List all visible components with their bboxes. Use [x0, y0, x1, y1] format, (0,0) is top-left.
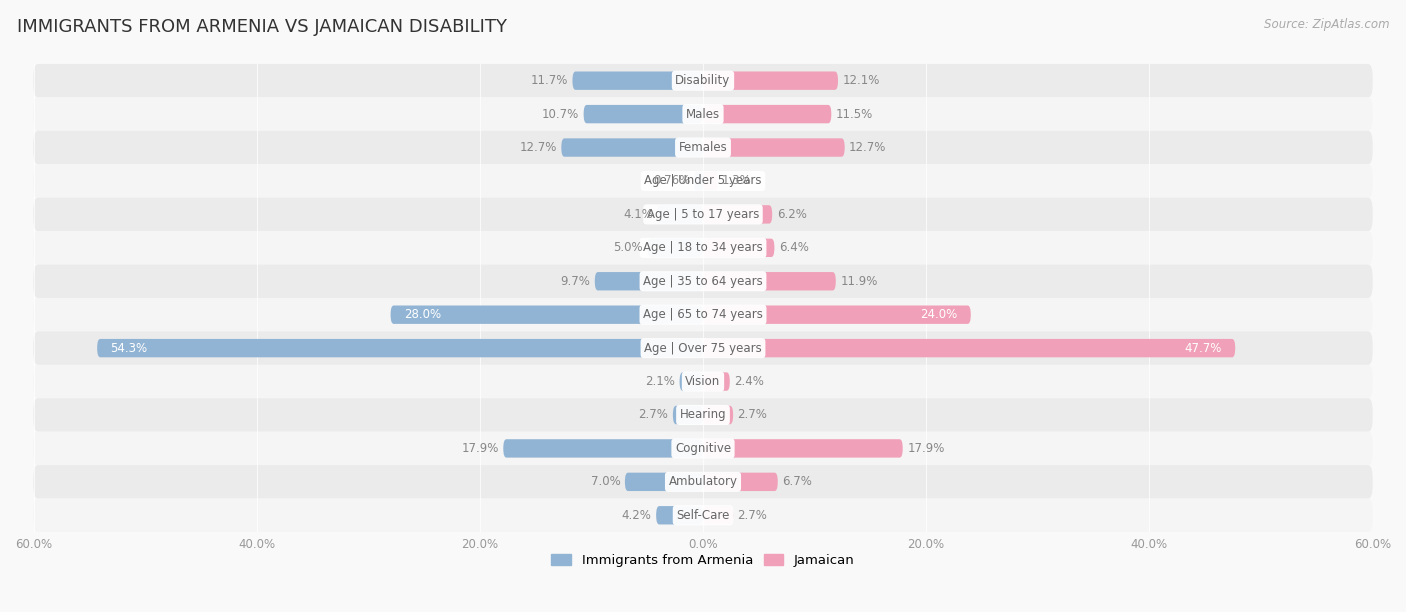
- FancyBboxPatch shape: [34, 64, 1372, 97]
- Text: Vision: Vision: [685, 375, 721, 388]
- FancyBboxPatch shape: [34, 264, 1372, 298]
- FancyBboxPatch shape: [679, 372, 703, 390]
- FancyBboxPatch shape: [703, 305, 970, 324]
- FancyBboxPatch shape: [703, 439, 903, 458]
- Text: 6.2%: 6.2%: [776, 208, 807, 221]
- Text: 2.1%: 2.1%: [645, 375, 675, 388]
- FancyBboxPatch shape: [703, 372, 730, 390]
- Text: Age | 65 to 74 years: Age | 65 to 74 years: [643, 308, 763, 321]
- Text: 4.1%: 4.1%: [623, 208, 652, 221]
- Legend: Immigrants from Armenia, Jamaican: Immigrants from Armenia, Jamaican: [546, 548, 860, 572]
- FancyBboxPatch shape: [34, 198, 1372, 231]
- FancyBboxPatch shape: [572, 72, 703, 90]
- FancyBboxPatch shape: [34, 231, 1372, 264]
- FancyBboxPatch shape: [673, 406, 703, 424]
- FancyBboxPatch shape: [503, 439, 703, 458]
- FancyBboxPatch shape: [97, 339, 703, 357]
- FancyBboxPatch shape: [34, 164, 1372, 198]
- FancyBboxPatch shape: [703, 172, 717, 190]
- Text: 12.7%: 12.7%: [849, 141, 887, 154]
- FancyBboxPatch shape: [34, 97, 1372, 131]
- FancyBboxPatch shape: [703, 506, 733, 524]
- Text: 24.0%: 24.0%: [920, 308, 957, 321]
- FancyBboxPatch shape: [595, 272, 703, 291]
- Text: Age | 5 to 17 years: Age | 5 to 17 years: [647, 208, 759, 221]
- Text: 2.7%: 2.7%: [638, 408, 668, 422]
- FancyBboxPatch shape: [34, 499, 1372, 532]
- Text: Age | Under 5 years: Age | Under 5 years: [644, 174, 762, 187]
- Text: Hearing: Hearing: [679, 408, 727, 422]
- Text: Age | 18 to 34 years: Age | 18 to 34 years: [643, 241, 763, 255]
- Text: Cognitive: Cognitive: [675, 442, 731, 455]
- FancyBboxPatch shape: [583, 105, 703, 123]
- FancyBboxPatch shape: [703, 138, 845, 157]
- FancyBboxPatch shape: [391, 305, 703, 324]
- Text: 28.0%: 28.0%: [404, 308, 441, 321]
- FancyBboxPatch shape: [703, 72, 838, 90]
- Text: 1.3%: 1.3%: [721, 174, 752, 187]
- FancyBboxPatch shape: [34, 131, 1372, 164]
- Text: 11.7%: 11.7%: [530, 74, 568, 87]
- FancyBboxPatch shape: [703, 472, 778, 491]
- Text: 6.7%: 6.7%: [782, 476, 813, 488]
- Text: 17.9%: 17.9%: [907, 442, 945, 455]
- Text: 2.7%: 2.7%: [738, 408, 768, 422]
- FancyBboxPatch shape: [657, 205, 703, 223]
- FancyBboxPatch shape: [703, 105, 831, 123]
- FancyBboxPatch shape: [703, 272, 835, 291]
- Text: 10.7%: 10.7%: [541, 108, 579, 121]
- Text: 12.7%: 12.7%: [519, 141, 557, 154]
- FancyBboxPatch shape: [647, 239, 703, 257]
- Text: Self-Care: Self-Care: [676, 509, 730, 522]
- Text: 54.3%: 54.3%: [111, 341, 148, 354]
- FancyBboxPatch shape: [561, 138, 703, 157]
- Text: Age | 35 to 64 years: Age | 35 to 64 years: [643, 275, 763, 288]
- FancyBboxPatch shape: [703, 239, 775, 257]
- Text: 12.1%: 12.1%: [842, 74, 880, 87]
- FancyBboxPatch shape: [703, 339, 1236, 357]
- FancyBboxPatch shape: [34, 365, 1372, 398]
- Text: 5.0%: 5.0%: [613, 241, 643, 255]
- Text: IMMIGRANTS FROM ARMENIA VS JAMAICAN DISABILITY: IMMIGRANTS FROM ARMENIA VS JAMAICAN DISA…: [17, 18, 508, 36]
- Text: Age | Over 75 years: Age | Over 75 years: [644, 341, 762, 354]
- FancyBboxPatch shape: [34, 332, 1372, 365]
- Text: 11.5%: 11.5%: [835, 108, 873, 121]
- Text: 7.0%: 7.0%: [591, 476, 620, 488]
- FancyBboxPatch shape: [34, 465, 1372, 499]
- Text: 2.7%: 2.7%: [738, 509, 768, 522]
- FancyBboxPatch shape: [34, 298, 1372, 332]
- Text: 17.9%: 17.9%: [461, 442, 499, 455]
- Text: Males: Males: [686, 108, 720, 121]
- Text: 47.7%: 47.7%: [1184, 341, 1222, 354]
- FancyBboxPatch shape: [624, 472, 703, 491]
- FancyBboxPatch shape: [703, 406, 733, 424]
- Text: 9.7%: 9.7%: [561, 275, 591, 288]
- FancyBboxPatch shape: [657, 506, 703, 524]
- Text: 11.9%: 11.9%: [841, 275, 877, 288]
- FancyBboxPatch shape: [34, 431, 1372, 465]
- FancyBboxPatch shape: [695, 172, 703, 190]
- Text: 2.4%: 2.4%: [734, 375, 763, 388]
- Text: 4.2%: 4.2%: [621, 509, 651, 522]
- Text: 6.4%: 6.4%: [779, 241, 808, 255]
- Text: 0.76%: 0.76%: [652, 174, 690, 187]
- Text: Source: ZipAtlas.com: Source: ZipAtlas.com: [1264, 18, 1389, 31]
- Text: Ambulatory: Ambulatory: [668, 476, 738, 488]
- FancyBboxPatch shape: [703, 205, 772, 223]
- Text: Disability: Disability: [675, 74, 731, 87]
- Text: Females: Females: [679, 141, 727, 154]
- FancyBboxPatch shape: [34, 398, 1372, 431]
